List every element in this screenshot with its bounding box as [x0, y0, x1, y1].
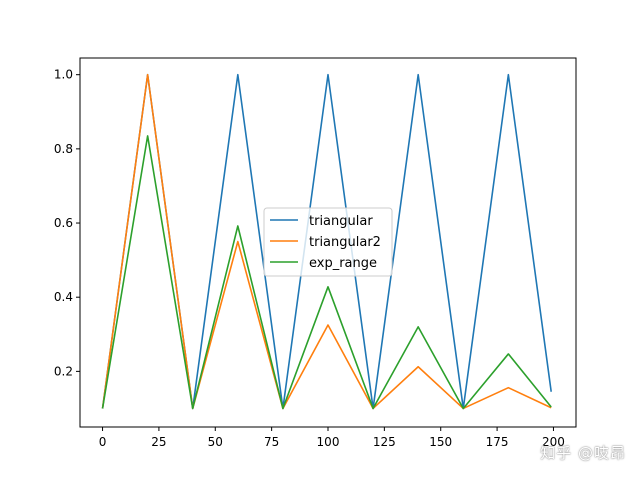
x-tick-label: 50	[208, 435, 223, 449]
x-tick-label: 200	[542, 435, 565, 449]
y-tick-label: 0.8	[54, 142, 73, 156]
x-axis: 0 25 50 75 100 125 150 175 200	[99, 427, 565, 449]
legend-label-triangular: triangular	[309, 214, 373, 229]
legend-label-triangular2: triangular2	[309, 235, 381, 250]
y-tick-label: 0.6	[54, 216, 73, 230]
plot-lines	[101, 73, 552, 410]
series-line-exp-range	[101, 135, 552, 410]
x-tick-label: 125	[373, 435, 396, 449]
series-line-triangular2	[101, 73, 552, 410]
legend: triangular triangular2 exp_range	[263, 207, 393, 277]
x-tick-label: 25	[151, 435, 166, 449]
legend-box	[263, 207, 393, 277]
x-tick-label: 0	[99, 435, 107, 449]
y-tick-label: 1.0	[54, 68, 73, 82]
x-tick-label: 175	[486, 435, 509, 449]
watermark: 知乎 @吱昂	[540, 444, 626, 462]
x-tick-label: 150	[429, 435, 452, 449]
x-tick-label: 100	[317, 435, 340, 449]
y-tick-label: 0.4	[54, 290, 73, 304]
x-tick-label: 75	[264, 435, 279, 449]
legend-label-exp-range: exp_range	[309, 256, 377, 271]
y-tick-label: 0.2	[54, 364, 73, 378]
y-axis: 0.2 0.4 0.6 0.8 1.0	[54, 68, 80, 378]
